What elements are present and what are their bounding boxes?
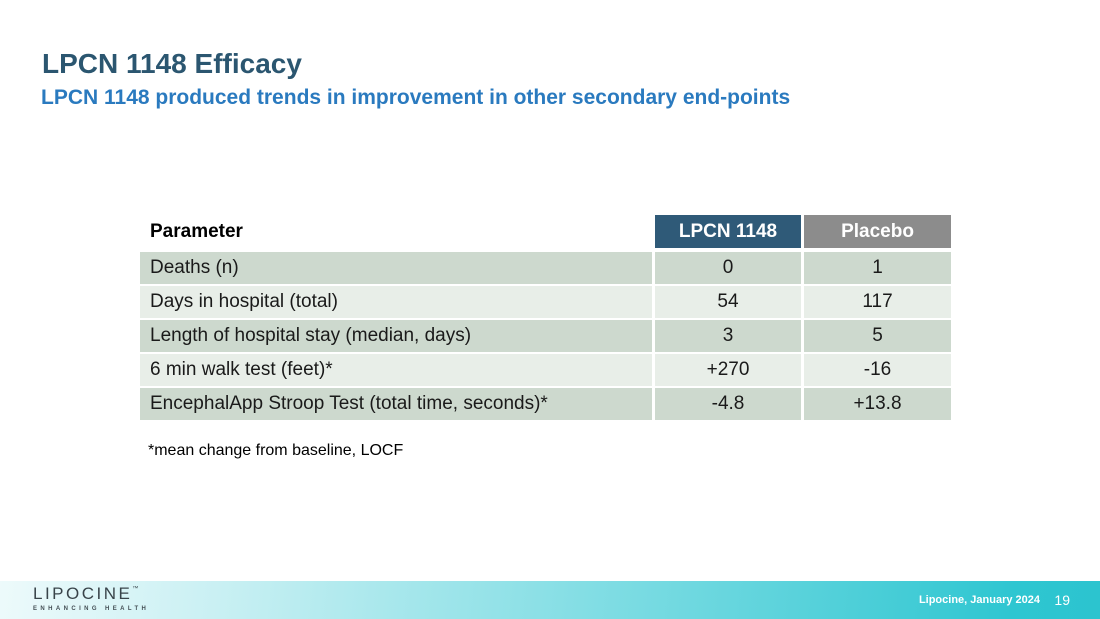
row-parameter-label: 6 min walk test (feet)*: [140, 354, 652, 386]
column-header-parameter: Parameter: [140, 215, 652, 248]
table-row: Days in hospital (total) 54 117: [140, 286, 952, 318]
row-lpcn-value: 54: [655, 286, 801, 318]
efficacy-table: Parameter LPCN 1148 Placebo Deaths (n) 0…: [140, 215, 952, 422]
table-header-row: Parameter LPCN 1148 Placebo: [140, 215, 952, 248]
row-lpcn-value: -4.8: [655, 388, 801, 420]
lipocine-logo: LIPOCINE™ ENHANCING HEALTH: [33, 585, 149, 612]
logo-tagline: ENHANCING HEALTH: [33, 606, 150, 612]
table-row: Length of hospital stay (median, days) 3…: [140, 320, 952, 352]
row-placebo-value: 5: [804, 320, 951, 352]
page-subtitle: LPCN 1148 produced trends in improvement…: [41, 86, 791, 109]
column-header-lpcn-1148: LPCN 1148: [655, 215, 801, 248]
logo-wordmark: LIPOCINE: [33, 584, 133, 603]
footer-credit: Lipocine, January 2024: [918, 594, 1040, 606]
row-placebo-value: -16: [804, 354, 951, 386]
row-parameter-label: EncephalApp Stroop Test (total time, sec…: [140, 388, 652, 420]
row-parameter-label: Length of hospital stay (median, days): [140, 320, 652, 352]
row-parameter-label: Days in hospital (total): [140, 286, 652, 318]
row-lpcn-value: 0: [655, 252, 801, 284]
page-number: 19: [1054, 592, 1070, 608]
row-lpcn-value: +270: [655, 354, 801, 386]
footer-bar: LIPOCINE™ ENHANCING HEALTH Lipocine, Jan…: [0, 581, 1100, 619]
footnote: *mean change from baseline, LOCF: [148, 442, 404, 459]
table-row: 6 min walk test (feet)* +270 -16: [140, 354, 952, 386]
row-placebo-value: +13.8: [804, 388, 951, 420]
trademark-symbol: ™: [132, 586, 139, 592]
table-row: Deaths (n) 0 1: [140, 252, 952, 284]
column-header-placebo: Placebo: [804, 215, 951, 248]
row-parameter-label: Deaths (n): [140, 252, 652, 284]
row-placebo-value: 1: [804, 252, 951, 284]
row-placebo-value: 117: [804, 286, 951, 318]
page-title: LPCN 1148 Efficacy: [42, 48, 302, 79]
table-row: EncephalApp Stroop Test (total time, sec…: [140, 388, 952, 420]
row-lpcn-value: 3: [655, 320, 801, 352]
